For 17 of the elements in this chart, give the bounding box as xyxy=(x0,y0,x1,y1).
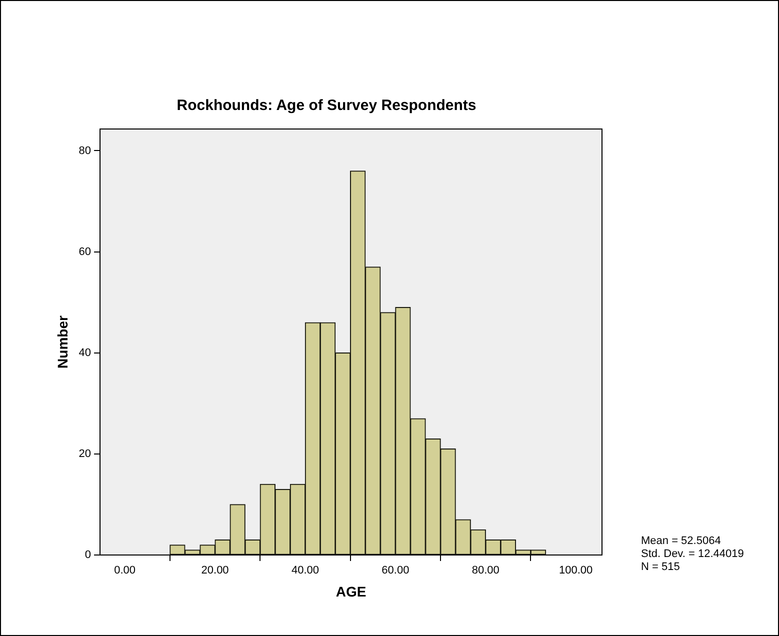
y-tick-label: 80 xyxy=(78,144,92,157)
x-tick-label: 0.00 xyxy=(114,564,136,577)
y-tick-label: 40 xyxy=(78,346,92,359)
text: N = 515 xyxy=(641,561,681,574)
x-axis-title: AGE xyxy=(336,583,366,600)
x-tick-label: 40.00 xyxy=(291,564,320,577)
text: Std. Dev. = 12.44019 xyxy=(641,548,744,561)
y-axis-title: Number xyxy=(54,315,70,368)
y-tick-label: 0 xyxy=(84,549,92,562)
text: Mean = 52.5064 xyxy=(641,535,722,548)
y-tick-label: 20 xyxy=(78,448,92,460)
y-tick-label: 60 xyxy=(78,246,92,258)
x-tick-label: 100.00 xyxy=(559,564,593,577)
x-tick-label: 60.00 xyxy=(382,564,410,577)
chart-title: Rockhounds: Age of Survey Respondents xyxy=(176,97,476,114)
x-tick-label: 80.00 xyxy=(472,564,500,577)
x-tick-label: 20.00 xyxy=(201,564,229,577)
